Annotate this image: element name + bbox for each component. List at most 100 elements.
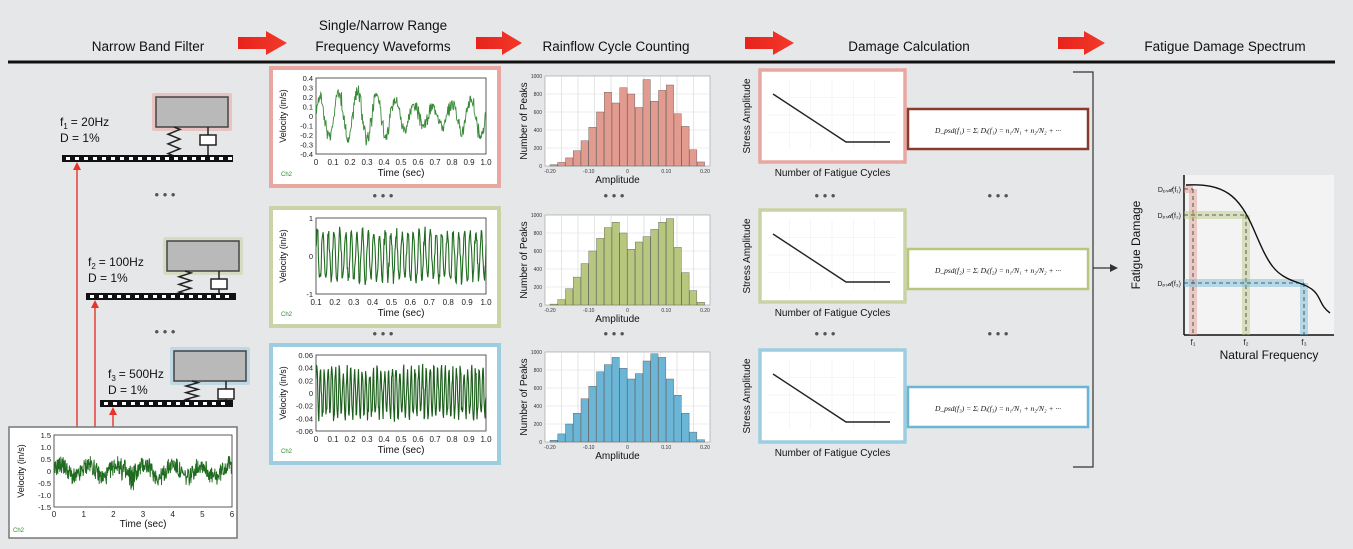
y-axis-label: Fatigue Damage bbox=[1129, 200, 1143, 289]
spring-icon bbox=[165, 126, 183, 157]
x-tick-label: 0.2 bbox=[329, 298, 341, 307]
y-tick-label: -1.0 bbox=[38, 491, 51, 500]
histogram-bar bbox=[611, 357, 620, 443]
histogram-bar bbox=[565, 423, 574, 443]
y-tick-label: -0.06 bbox=[296, 427, 313, 436]
x-axis-label: Amplitude bbox=[595, 314, 640, 325]
base-bar-dot bbox=[90, 295, 94, 298]
sn-frame bbox=[758, 348, 907, 444]
header-row: Narrow Band Filter Single/Narrow Range F… bbox=[92, 18, 1306, 54]
arrow-right-icon bbox=[1110, 264, 1118, 272]
y-tick-label: -1 bbox=[306, 290, 313, 299]
histogram-bar bbox=[549, 164, 558, 167]
sn-curve-line bbox=[772, 233, 890, 283]
y-point-label: Dₚₛ𝒹(f₁) bbox=[1158, 187, 1181, 194]
frequency-symbol: f bbox=[108, 367, 112, 381]
y-tick-label: 1.0 bbox=[41, 443, 51, 452]
y-tick-label: 0.4 bbox=[303, 74, 313, 83]
mass-block bbox=[173, 350, 247, 382]
x-tick-label: 0.8 bbox=[446, 435, 458, 444]
y-tick-label: 1000 bbox=[531, 350, 542, 356]
base-bar-dot bbox=[144, 295, 148, 298]
histogram-bar bbox=[549, 303, 558, 306]
base-bar-dot bbox=[221, 402, 225, 405]
histogram-bar bbox=[611, 102, 620, 167]
base-bar bbox=[100, 400, 233, 407]
histogram-bar bbox=[673, 247, 682, 306]
base-bar-dot bbox=[131, 402, 135, 405]
base-bar-dot bbox=[210, 157, 214, 160]
histogram-bar bbox=[681, 126, 690, 167]
x-tick-label: 0.3 bbox=[361, 158, 373, 167]
ellipsis: • • • bbox=[373, 188, 394, 203]
damage-equation-2: D_psd(f₂) = Σᵢ Dᵢ(f₂) = n₁/N₁ + n₂/N₂ + … bbox=[906, 247, 1090, 291]
x-tick-label: 0.5 bbox=[395, 435, 407, 444]
histogram-bar bbox=[681, 272, 690, 306]
x-tick-label: -0.10 bbox=[583, 445, 595, 451]
histogram-bar bbox=[642, 79, 651, 167]
base-bar-dot bbox=[212, 402, 216, 405]
y-tick-label: -0.02 bbox=[296, 402, 313, 411]
arrow-right-icon bbox=[476, 31, 522, 55]
header-waveforms-line1: Single/Narrow Range bbox=[319, 18, 447, 33]
base-bar-dot bbox=[189, 295, 193, 298]
base-bar-dot bbox=[66, 157, 70, 160]
x-tick-label: 0.20 bbox=[700, 169, 710, 175]
frequency-subscript: 3 bbox=[111, 374, 116, 383]
base-bar-dot bbox=[108, 295, 112, 298]
x-tick-label: 4 bbox=[170, 510, 175, 519]
base-bar-dot bbox=[225, 295, 229, 298]
ellipsis: • • • bbox=[155, 324, 176, 339]
histogram-bar bbox=[650, 353, 659, 443]
histogram-bar bbox=[658, 357, 667, 443]
channel-label: Ch2 bbox=[281, 172, 293, 178]
y-axis-label: Velocity (in/s) bbox=[278, 366, 288, 420]
frequency-subscript: 2 bbox=[91, 262, 96, 271]
base-bar-dot bbox=[111, 157, 115, 160]
x-tick-label: -0.20 bbox=[544, 308, 556, 314]
ellipsis: • • • bbox=[988, 326, 1009, 341]
x-tick-label: 0.8 bbox=[443, 298, 455, 307]
histogram-bar bbox=[549, 440, 558, 443]
base-bar-dot bbox=[129, 157, 133, 160]
histogram-bar bbox=[635, 241, 643, 306]
histogram-bar bbox=[642, 236, 651, 306]
x-tick-label: 0.6 bbox=[412, 158, 424, 167]
base-bar-dot bbox=[158, 402, 162, 405]
base-bar-dot bbox=[167, 402, 171, 405]
y-point-label: Dₚₛ𝒹(f₃) bbox=[1157, 281, 1181, 288]
y-axis-label: Stress Amplitude bbox=[742, 78, 753, 153]
x-tick-label: 0.10 bbox=[661, 308, 671, 314]
x-tick-label: 0.2 bbox=[344, 435, 356, 444]
y-axis-label: Number of Peaks bbox=[519, 82, 530, 159]
y-tick-label: 400 bbox=[534, 404, 543, 410]
arrow-right-icon bbox=[745, 31, 794, 55]
x-axis-label: Number of Fatigue Cycles bbox=[775, 308, 891, 319]
base-bar-dot bbox=[194, 402, 198, 405]
x-tick-label: 0.4 bbox=[378, 158, 390, 167]
x-tick-label: 1.0 bbox=[480, 298, 492, 307]
histogram-bar bbox=[557, 433, 566, 443]
base-bar-dot bbox=[140, 402, 144, 405]
frequency-value: = 100Hz bbox=[99, 255, 144, 269]
histogram-bar bbox=[635, 373, 643, 443]
frequency-value: = 500Hz bbox=[119, 367, 164, 381]
base-bar-dot bbox=[203, 402, 207, 405]
y-axis-label: Velocity (in/s) bbox=[16, 444, 26, 498]
histogram-bar bbox=[689, 149, 698, 167]
x-point-label: f₁ bbox=[1191, 338, 1196, 347]
x-axis-label: Time (sec) bbox=[378, 168, 425, 179]
waveform-panel-1: 0.40.30.20.10-0.1-0.2-0.3-0.40 0.1 0.2 0.3 0… bbox=[269, 66, 501, 188]
histogram-bar bbox=[580, 263, 589, 306]
x-tick-label: 0.7 bbox=[429, 435, 441, 444]
waveform-panel-3: 0.060.040.020-0.02-0.04-0.060 0.1 0.2 0.3 0.… bbox=[269, 343, 501, 465]
spring-icon bbox=[183, 380, 201, 402]
histogram-bar bbox=[697, 439, 705, 443]
base-bar-dot bbox=[117, 295, 121, 298]
y-tick-label: 200 bbox=[534, 285, 543, 291]
base-bar-dot bbox=[192, 157, 196, 160]
x-tick-label: 0.20 bbox=[700, 308, 710, 314]
histogram-bar bbox=[673, 395, 682, 443]
